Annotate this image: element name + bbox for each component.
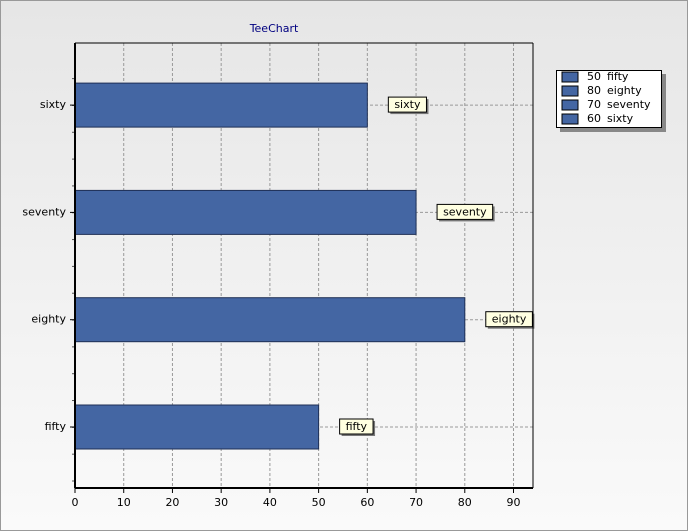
legend-value: 60 (587, 112, 601, 125)
y-tick-label: sixty (40, 98, 67, 111)
x-tick-label: 40 (263, 496, 277, 509)
bar (74, 189, 417, 235)
legend-label: seventy (607, 98, 651, 111)
x-tick-label: 90 (507, 496, 521, 509)
data-label: seventy (443, 205, 487, 218)
x-tick-label: 0 (72, 496, 79, 509)
legend-value: 80 (587, 84, 601, 97)
x-tick-label: 30 (214, 496, 228, 509)
bar (74, 82, 368, 128)
legend-swatch (561, 85, 579, 97)
x-tick-label: 20 (165, 496, 179, 509)
x-tick-label: 70 (409, 496, 423, 509)
data-label: fifty (346, 420, 368, 433)
legend-label: fifty (607, 70, 629, 83)
legend-label: eighty (607, 84, 642, 97)
x-tick-label: 80 (458, 496, 472, 509)
data-label-box (436, 203, 494, 220)
legend-value: 70 (587, 98, 601, 111)
x-tick-label: 50 (312, 496, 326, 509)
x-tick-label: 60 (360, 496, 374, 509)
bar (74, 297, 466, 343)
legend-value: 50 (587, 70, 601, 83)
y-tick-label: seventy (22, 205, 66, 218)
chart-title: TeeChart (249, 22, 299, 35)
y-tick-label: eighty (31, 313, 66, 326)
legend-swatch (561, 99, 579, 111)
y-tick-label: fifty (45, 420, 67, 433)
legend-label: sixty (607, 112, 634, 125)
data-label: sixty (394, 98, 421, 111)
data-label: eighty (492, 313, 527, 326)
data-label-box (387, 96, 427, 113)
data-label-box (339, 418, 374, 435)
data-label-box (485, 311, 533, 328)
legend-swatch (561, 113, 579, 125)
bar (74, 404, 320, 450)
x-tick-label: 10 (117, 496, 131, 509)
legend-swatch (561, 71, 579, 83)
